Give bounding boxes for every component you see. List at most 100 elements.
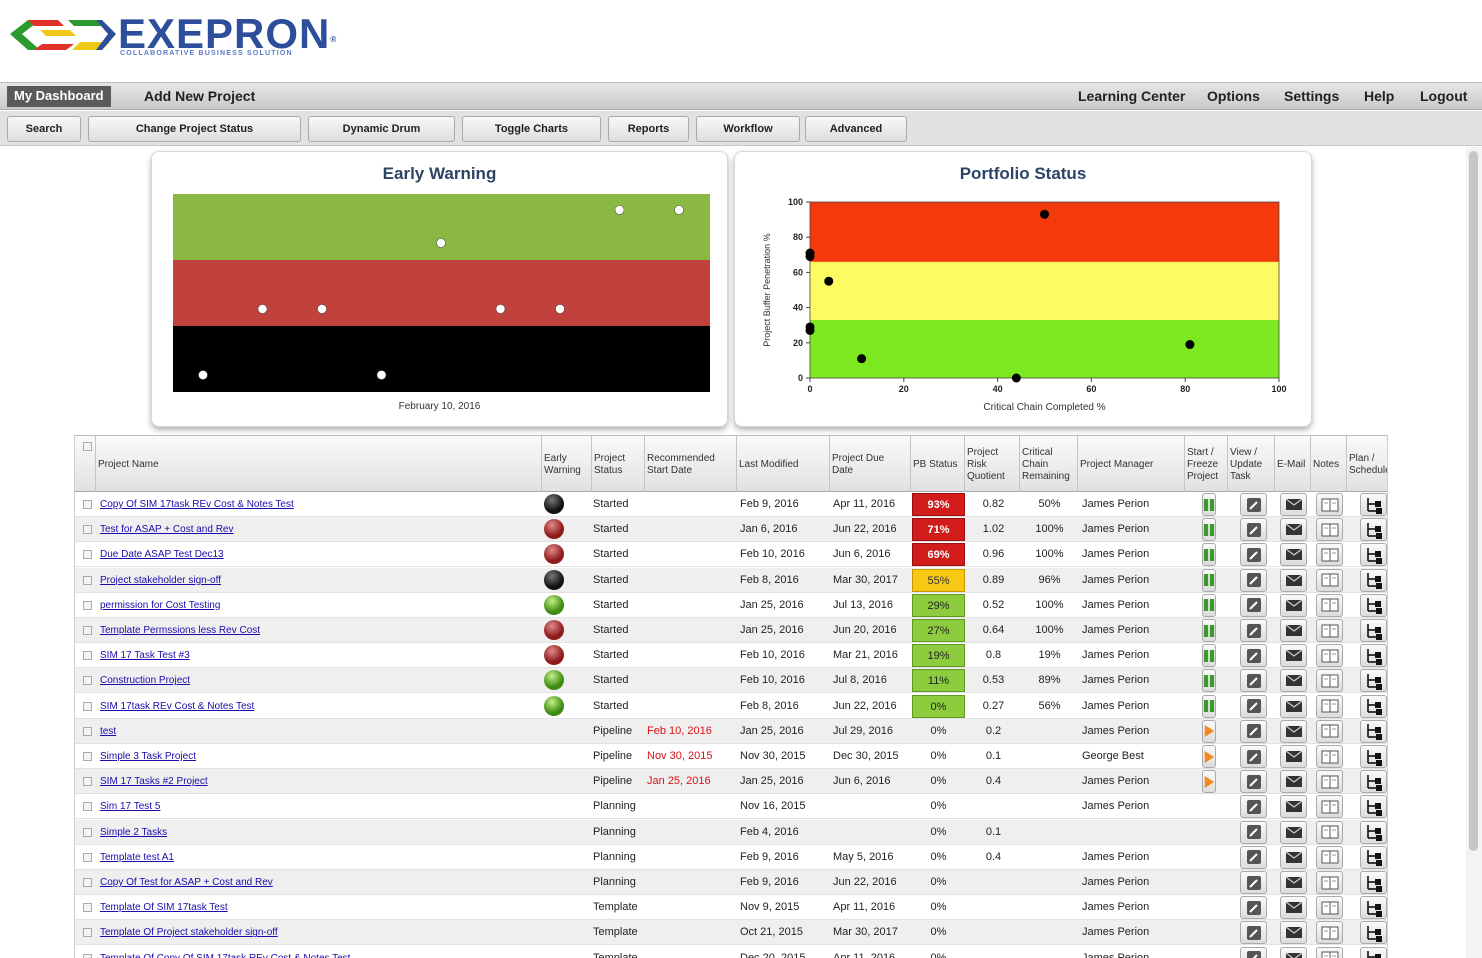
ew-point[interactable] <box>376 370 387 380</box>
email-icon[interactable] <box>1280 745 1307 768</box>
plan-schedule-icon[interactable] <box>1360 770 1387 794</box>
plan-schedule-icon[interactable] <box>1360 568 1387 592</box>
column-header[interactable]: Project Name <box>96 436 542 493</box>
column-header[interactable]: Critical Chain Remaining <box>1020 436 1078 493</box>
reports-button[interactable]: Reports <box>608 116 689 142</box>
row-checkbox[interactable] <box>83 953 92 958</box>
plan-schedule-icon[interactable] <box>1360 871 1387 894</box>
nav-my-dashboard[interactable]: My Dashboard <box>7 86 111 107</box>
email-icon[interactable] <box>1280 518 1307 542</box>
plan-schedule-icon[interactable] <box>1360 669 1387 693</box>
project-name-link[interactable]: SIM 17 Tasks #2 Project <box>100 776 208 788</box>
row-checkbox[interactable] <box>83 575 92 585</box>
notes-icon[interactable] <box>1316 795 1343 819</box>
notes-icon[interactable] <box>1316 694 1343 718</box>
ps-point[interactable] <box>1040 209 1049 219</box>
plan-schedule-icon[interactable] <box>1360 719 1387 743</box>
change-project-status-button[interactable]: Change Project Status <box>88 116 301 142</box>
project-name-link[interactable]: Construction Project <box>100 675 191 687</box>
column-header[interactable]: Project Risk Quotient <box>965 436 1020 493</box>
ew-point[interactable] <box>436 238 446 248</box>
freeze-project-icon[interactable] <box>1202 644 1216 668</box>
row-checkbox[interactable] <box>83 726 92 736</box>
ew-point[interactable] <box>674 205 684 215</box>
row-checkbox[interactable] <box>83 550 92 560</box>
column-header[interactable]: Notes <box>1311 436 1347 493</box>
view-update-task-icon[interactable] <box>1240 694 1267 718</box>
table-row[interactable]: Copy Of SIM 17task REv Cost & Notes Test… <box>75 492 1387 517</box>
email-icon[interactable] <box>1280 770 1307 794</box>
view-update-task-icon[interactable] <box>1240 770 1267 794</box>
column-header[interactable]: Last Modified <box>737 436 830 493</box>
project-name-link[interactable]: Copy Of Test for ASAP + Cost and Rev <box>100 877 273 888</box>
plan-schedule-icon[interactable] <box>1360 694 1387 718</box>
table-row[interactable]: Due Date ASAP Test Dec13 Started Feb 10, 2… <box>75 542 1387 568</box>
notes-icon[interactable] <box>1316 543 1343 567</box>
project-name-link[interactable]: Project stakeholder sign-off <box>100 574 221 586</box>
ps-point[interactable] <box>1011 373 1021 383</box>
notes-icon[interactable] <box>1316 568 1343 592</box>
start-project-icon[interactable] <box>1202 719 1216 743</box>
project-name-link[interactable]: permission for Cost Testing <box>100 599 221 611</box>
project-name-link[interactable]: Template Of Copy Of SIM 17task REv Cost … <box>100 946 540 958</box>
nav-logout[interactable]: Logout <box>1420 88 1468 104</box>
freeze-project-icon[interactable] <box>1202 593 1216 617</box>
view-update-task-icon[interactable] <box>1240 644 1267 668</box>
notes-icon[interactable] <box>1316 518 1343 542</box>
ps-point[interactable] <box>1185 340 1195 350</box>
view-update-task-icon[interactable] <box>1240 669 1267 693</box>
notes-icon[interactable] <box>1316 896 1343 920</box>
notes-icon[interactable] <box>1316 871 1343 894</box>
plan-schedule-icon[interactable] <box>1360 593 1387 617</box>
view-update-task-icon[interactable] <box>1240 619 1267 642</box>
row-checkbox[interactable] <box>83 903 92 913</box>
column-header[interactable]: Start / Freeze Project <box>1185 436 1228 493</box>
toggle-charts-button[interactable]: Toggle Charts <box>462 116 601 142</box>
table-row[interactable]: Template Permssions less Rev Cost Started… <box>75 618 1387 643</box>
row-checkbox[interactable] <box>83 701 92 711</box>
start-project-icon[interactable] <box>1202 770 1216 794</box>
project-name-link[interactable]: Copy Of SIM 17task REv Cost & Notes Test <box>100 499 294 510</box>
ew-point[interactable] <box>198 370 208 380</box>
row-checkbox[interactable] <box>83 525 92 535</box>
project-name-link[interactable]: test <box>100 725 117 737</box>
nav-learning-center[interactable]: Learning Center <box>1078 88 1186 104</box>
table-row[interactable]: SIM 17 Task Test #3 Started Feb 10, 2016 Ma… <box>75 643 1387 669</box>
row-checkbox[interactable] <box>83 878 92 887</box>
email-icon[interactable] <box>1280 921 1307 945</box>
email-icon[interactable] <box>1280 644 1307 668</box>
plan-schedule-icon[interactable] <box>1360 518 1387 542</box>
notes-icon[interactable] <box>1316 619 1343 642</box>
ew-point[interactable] <box>555 304 565 314</box>
email-icon[interactable] <box>1280 669 1307 693</box>
plan-schedule-icon[interactable] <box>1360 921 1387 945</box>
view-update-task-icon[interactable] <box>1240 921 1267 945</box>
view-update-task-icon[interactable] <box>1240 719 1267 743</box>
notes-icon[interactable] <box>1316 845 1343 869</box>
email-icon[interactable] <box>1280 619 1307 642</box>
project-name-link[interactable]: Template Of Project stakeholder sign-off <box>100 927 278 939</box>
project-name-link[interactable]: Due Date ASAP Test Dec13 <box>100 549 224 561</box>
nav-add-new-project[interactable]: Add New Project <box>144 88 256 104</box>
row-checkbox[interactable] <box>83 500 92 509</box>
email-icon[interactable] <box>1280 946 1307 958</box>
table-row[interactable]: Template test A1 Planning Feb 9, 2016 May 5… <box>75 844 1387 870</box>
plan-schedule-icon[interactable] <box>1360 946 1387 958</box>
plan-schedule-icon[interactable] <box>1360 493 1387 516</box>
plan-schedule-icon[interactable] <box>1360 845 1387 869</box>
row-checkbox[interactable] <box>83 752 92 761</box>
column-header[interactable]: Project Due Date <box>830 436 911 493</box>
column-header[interactable]: Early Warning <box>542 436 592 493</box>
project-name-link[interactable]: SIM 17 Task Test #3 <box>100 650 190 662</box>
project-name-link[interactable]: Simple 2 Tasks <box>100 826 168 838</box>
plan-schedule-icon[interactable] <box>1360 820 1387 844</box>
view-update-task-icon[interactable] <box>1240 896 1267 920</box>
table-row[interactable]: SIM 17task REv Cost & Notes Test Started F… <box>75 693 1387 719</box>
column-header[interactable]: Project Manager <box>1078 436 1185 493</box>
project-name-link[interactable]: Test for ASAP + Cost and Rev <box>100 524 234 536</box>
plan-schedule-icon[interactable] <box>1360 644 1387 668</box>
column-header[interactable]: Plan / Schedule <box>1347 436 1387 493</box>
email-icon[interactable] <box>1280 719 1307 743</box>
plan-schedule-icon[interactable] <box>1360 896 1387 920</box>
freeze-project-icon[interactable] <box>1202 694 1216 718</box>
